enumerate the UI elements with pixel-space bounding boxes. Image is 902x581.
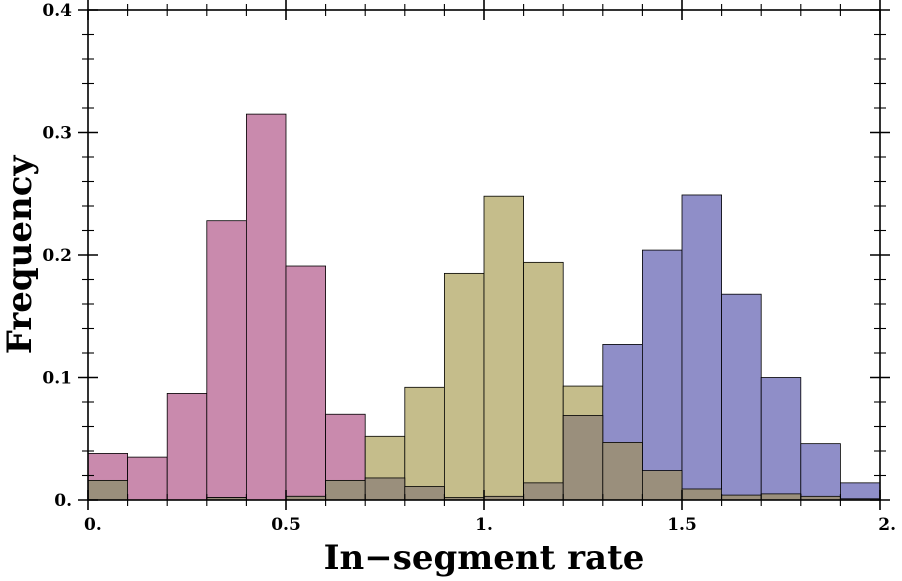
y-tick-label-3: 0.3 bbox=[42, 124, 72, 144]
x-axis-title: In−segment rate bbox=[324, 538, 645, 578]
bar-overlap-17 bbox=[760, 493, 802, 501]
bar-overlap-8 bbox=[404, 486, 445, 501]
x-tick-label-1: 0.5 bbox=[271, 515, 301, 535]
bar-overlap-15 bbox=[681, 488, 722, 501]
bar-overlap-6 bbox=[325, 479, 366, 501]
labels-layer: 0. 0.5 1. 1.5 2. 0. 0.1 0.2 0.3 0.4 bbox=[42, 1, 896, 535]
plot-frame bbox=[87, 9, 881, 501]
bar-high-17 bbox=[760, 377, 802, 501]
y-axis-title: Frequency bbox=[0, 155, 40, 355]
bar-high-19 bbox=[840, 482, 881, 501]
bar-overlap-11 bbox=[523, 482, 564, 501]
bar-overlap-12 bbox=[562, 415, 604, 501]
bars-layer bbox=[87, 113, 881, 501]
bar-high-15 bbox=[681, 194, 722, 501]
bar-overlap-7 bbox=[364, 477, 406, 501]
bar-overlap-14 bbox=[642, 470, 683, 501]
bar-low-2 bbox=[166, 393, 208, 501]
bar-medium-10 bbox=[483, 195, 524, 501]
bar-high-18 bbox=[800, 443, 841, 501]
bar-high-14 bbox=[642, 249, 683, 501]
y-tick-label-1: 0.1 bbox=[42, 369, 72, 389]
bar-low-3 bbox=[206, 220, 247, 501]
y-tick-label-4: 0.4 bbox=[42, 1, 72, 21]
bar-low-1 bbox=[127, 456, 168, 501]
bar-low-5 bbox=[285, 265, 326, 501]
bar-high-16 bbox=[721, 293, 762, 501]
x-tick-label-0: 0. bbox=[84, 515, 102, 535]
y-tick-label-2: 0.2 bbox=[42, 246, 72, 266]
bar-low-4 bbox=[245, 113, 287, 501]
y-tick-label-0: 0. bbox=[54, 491, 72, 511]
bar-medium-8 bbox=[404, 386, 445, 501]
bar-overlap-13 bbox=[602, 442, 643, 501]
x-tick-label-2: 1. bbox=[475, 515, 493, 535]
bar-overlap-0 bbox=[87, 479, 128, 501]
x-tick-label-3: 1.5 bbox=[667, 515, 697, 535]
bar-medium-11 bbox=[523, 261, 564, 501]
x-tick-label-4: 2. bbox=[878, 515, 896, 535]
bar-medium-9 bbox=[443, 272, 485, 501]
